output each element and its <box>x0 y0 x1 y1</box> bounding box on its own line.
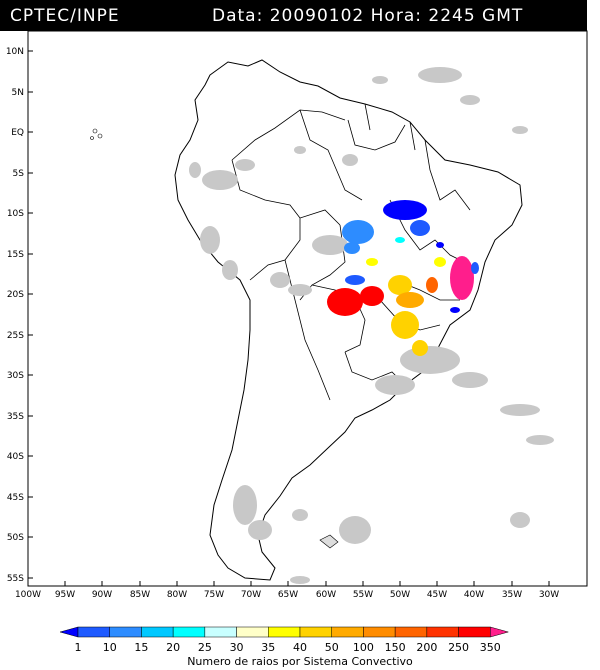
lon-label: 95W <box>55 590 75 600</box>
legend-swatch <box>59 626 79 638</box>
lon-label: 65W <box>278 590 298 600</box>
lat-label: 35S <box>7 412 24 422</box>
legend-tick-label: 15 <box>134 641 148 654</box>
lon-label: 45W <box>427 590 447 600</box>
org-title: CPTEC/INPE <box>10 6 120 26</box>
galapagos-islands <box>90 128 103 140</box>
legend-swatch <box>204 626 237 638</box>
lat-label: 5N <box>12 88 24 98</box>
lon-label: 75W <box>204 590 224 600</box>
legend-tick-label: 25 <box>198 641 212 654</box>
legend-swatch <box>331 626 364 638</box>
latitude-labels: 10N 5N EQ 5S 10S 15S 20S 25S 30S 35S 40S… <box>6 47 24 584</box>
legend-tick-label: 200 <box>416 641 437 654</box>
legend-swatch <box>490 626 510 638</box>
color-legend: 1 10 15 20 25 30 35 40 50 100 150 200 250 350 <box>59 626 510 654</box>
lon-label: 60W <box>316 590 336 600</box>
legend-swatch <box>236 626 269 638</box>
lat-label: 50S <box>7 533 24 543</box>
datetime-label: Data: 20090102 Hora: 2245 GMT <box>212 6 524 26</box>
lat-ticks <box>28 50 33 579</box>
lon-label: 70W <box>241 590 261 600</box>
lon-label: 50W <box>390 590 410 600</box>
legend-tick-label: 150 <box>385 641 406 654</box>
lat-label: 45S <box>7 493 24 503</box>
header-bar: CPTEC/INPE Data: 20090102 Hora: 2245 GMT <box>0 0 587 31</box>
lon-label: 100W <box>15 590 41 600</box>
lat-label: 30S <box>7 371 24 381</box>
legend-tick-label: 10 <box>103 641 117 654</box>
legend-tick-label: 20 <box>166 641 180 654</box>
lon-label: 35W <box>502 590 522 600</box>
legend-swatch <box>363 626 396 638</box>
legend-tick-label: 100 <box>353 641 374 654</box>
legend-tick-label: 1 <box>75 641 82 654</box>
legend-tick-label: 40 <box>293 641 307 654</box>
legend-caption: Numero de raios por Sistema Convectivo <box>187 655 413 668</box>
lat-label: 10S <box>7 209 24 219</box>
lon-label: 85W <box>130 590 150 600</box>
legend-swatch <box>268 626 301 638</box>
legend-tick-label: 30 <box>230 641 244 654</box>
lat-label: 15S <box>7 250 24 260</box>
legend-swatch <box>141 626 174 638</box>
lon-ticks <box>64 581 550 586</box>
legend-swatch <box>77 626 110 638</box>
legend-tick-label: 250 <box>448 641 469 654</box>
lon-label: 30W <box>539 590 559 600</box>
lat-label: 5S <box>13 169 25 179</box>
falkland-islands <box>319 534 339 549</box>
lon-label: 55W <box>353 590 373 600</box>
lat-label: EQ <box>11 128 24 138</box>
lon-label: 80W <box>167 590 187 600</box>
lat-label: 25S <box>7 331 24 341</box>
lon-label: 90W <box>92 590 112 600</box>
legend-swatch <box>109 626 142 638</box>
longitude-labels: 100W 95W 90W 85W 80W 75W 70W 65W 60W 55W… <box>15 590 559 600</box>
lat-label: 20S <box>7 290 24 300</box>
lat-label: 40S <box>7 452 24 462</box>
legend-tick-label: 350 <box>480 641 501 654</box>
legend-swatch <box>426 626 459 638</box>
legend-swatch <box>172 626 206 638</box>
lat-label: 10N <box>6 47 24 57</box>
legend-swatch <box>299 626 332 638</box>
convective-systems <box>327 200 479 356</box>
legend-tick-label: 50 <box>325 641 339 654</box>
legend-swatch <box>394 626 428 638</box>
legend-swatch <box>458 626 491 638</box>
lon-label: 40W <box>464 590 484 600</box>
lat-label: 55S <box>7 574 24 584</box>
legend-tick-label: 35 <box>261 641 275 654</box>
map-frame <box>27 30 588 587</box>
